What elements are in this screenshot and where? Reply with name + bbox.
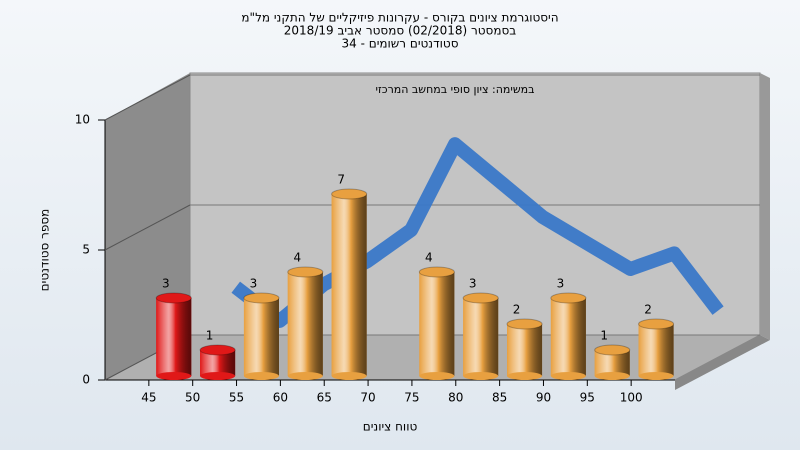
x-tick-label: 75 [404,391,419,405]
value-label: 3 [250,277,258,291]
x-tick-label: 95 [580,391,595,405]
bar-base [638,372,674,380]
x-tick-label: 50 [185,391,200,405]
bar-top [243,292,280,304]
wall-edge [760,73,770,340]
x-tick-label: 80 [448,391,463,405]
bar-shade [419,272,455,376]
bar-shade [331,194,367,376]
x-tick-label: 65 [317,391,332,405]
y-axis-label: מספר סטודנטים [38,209,52,292]
bar-base [200,372,236,380]
grid-line [104,204,191,251]
x-tick-label: 90 [536,391,551,405]
bar-top [287,266,324,278]
x-tick-label: 45 [141,391,156,405]
bar-base [287,372,323,380]
bar-base [594,372,630,380]
chart-subtitle: במשימה: ציון סופי במחשב המרכזי [375,83,534,96]
bar-top [199,344,236,356]
bar-base [331,372,367,380]
bar-top [594,344,631,356]
value-label: 4 [425,251,433,265]
bar-base [243,372,279,380]
value-label: 3 [469,277,477,291]
bar-shade [550,298,586,376]
value-label: 2 [513,303,521,317]
bar-shade [156,298,192,376]
bar-base [507,372,543,380]
bar-shade [243,298,279,376]
x-tick-label: 85 [492,391,507,405]
x-tick-label: 100 [620,391,643,405]
bar-shade [638,324,674,376]
chart-title: סטודנטים רשומים - 34 [341,37,458,51]
x-tick-label: 55 [229,391,244,405]
value-label: 2 [644,303,652,317]
value-label: 4 [293,251,301,265]
value-label: 3 [557,277,565,291]
y-tick-label: 0 [82,373,90,387]
bar-top [638,318,675,330]
x-tick-label: 70 [360,391,375,405]
value-label: 7 [337,173,345,187]
bar-base [156,372,192,380]
chart-title: היסטוגרמת ציונים בקורס - עקרונות פיזיקלי… [241,11,558,25]
floor-edge [675,335,770,390]
bar-shade [463,298,499,376]
value-label: 1 [600,329,608,343]
grid-line [104,74,191,121]
x-axis-label: טווח ציונים [363,420,418,434]
chart-title: בסמסטר (02/2018) סמסטר אביב 2018/19 [284,24,516,38]
bar-top [155,292,192,304]
bar-top [331,188,368,200]
bar-shade [287,272,323,376]
bar-top [506,318,543,330]
x-tick-label: 60 [273,391,288,405]
value-label: 1 [206,329,214,343]
bar-base [550,372,586,380]
bar-shade [507,324,543,376]
value-label: 3 [162,277,170,291]
bar-base [463,372,499,380]
bar-top [550,292,587,304]
y-tick-label: 5 [82,243,90,257]
bar-top [462,292,499,304]
bar-top [418,266,455,278]
y-tick-label: 10 [75,113,90,127]
bar-base [419,372,455,380]
